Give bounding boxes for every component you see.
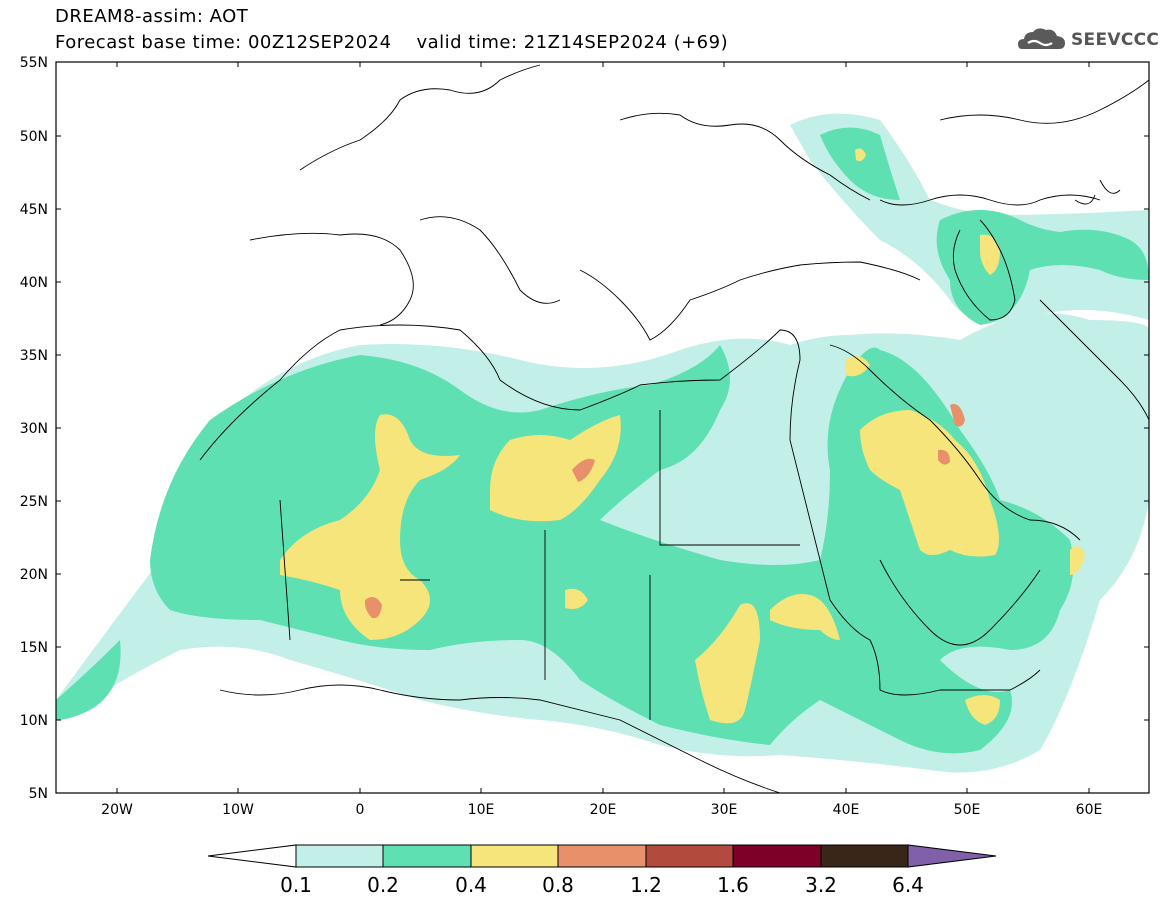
colorbar-swatch bbox=[645, 844, 734, 868]
logo-text: SEEVCCC bbox=[1071, 30, 1160, 50]
lat-label: 25N bbox=[20, 494, 48, 510]
lon-label: 0 bbox=[356, 802, 365, 818]
colorbar-swatch bbox=[295, 844, 384, 868]
colorbar-label: 0.1 bbox=[280, 873, 312, 897]
colorbar-label: 1.6 bbox=[717, 873, 749, 897]
colorbar-label: 0.8 bbox=[542, 873, 574, 897]
lat-label: 5N bbox=[29, 786, 48, 802]
lat-labels: 55N 50N 45N 40N 35N 30N 25N 20N 15N 10N … bbox=[20, 55, 48, 802]
colorbar-label: 0.2 bbox=[367, 873, 399, 897]
lat-label: 10N bbox=[20, 713, 48, 729]
colorbar-swatch bbox=[207, 844, 297, 868]
lon-label: 20W bbox=[101, 802, 133, 818]
lon-label: 10E bbox=[468, 802, 495, 818]
lat-label: 50N bbox=[20, 129, 48, 145]
lon-label: 50E bbox=[954, 802, 981, 818]
lat-label: 35N bbox=[20, 348, 48, 364]
colorbar-swatch bbox=[382, 844, 472, 868]
lon-label: 60E bbox=[1076, 802, 1103, 818]
colorbar-label: 3.2 bbox=[805, 873, 837, 897]
cloud-icon bbox=[1018, 28, 1065, 49]
lat-label: 45N bbox=[20, 202, 48, 218]
lon-label: 10W bbox=[222, 802, 254, 818]
colorbar-swatch bbox=[820, 844, 909, 868]
lon-label: 30E bbox=[711, 802, 738, 818]
lon-labels: 20W 10W 0 10E 20E 30E 40E 50E 60E bbox=[101, 802, 1102, 818]
lon-label: 40E bbox=[833, 802, 860, 818]
colorbar-swatch bbox=[557, 844, 647, 868]
lat-label: 30N bbox=[20, 421, 48, 437]
lat-label: 20N bbox=[20, 567, 48, 583]
colorbar-labels: 0.1 0.2 0.4 0.8 1.2 1.6 3.2 6.4 bbox=[280, 873, 924, 897]
colorbar-label: 1.2 bbox=[630, 873, 662, 897]
lat-label: 55N bbox=[20, 55, 48, 71]
lon-label: 20E bbox=[590, 802, 617, 818]
aot-level-0.8 bbox=[364, 404, 965, 619]
coastlines bbox=[199, 64, 1149, 793]
colorbar-swatch bbox=[732, 844, 822, 868]
axis-ticks bbox=[56, 61, 1149, 794]
colorbar-swatch bbox=[907, 844, 997, 868]
lat-label: 15N bbox=[20, 640, 48, 656]
colorbar-label: 0.4 bbox=[455, 873, 487, 897]
aot-fields bbox=[56, 113, 1149, 773]
aot-level-0.4 bbox=[280, 148, 1085, 725]
colorbar bbox=[207, 844, 997, 868]
chart-subtitle: Forecast base time: 00Z12SEP2024 valid t… bbox=[55, 32, 729, 53]
colorbar-swatch bbox=[470, 844, 559, 868]
colorbar-label: 6.4 bbox=[892, 873, 924, 897]
lat-label: 40N bbox=[20, 275, 48, 291]
chart-title: DREAM8-assim: AOT bbox=[55, 6, 249, 27]
